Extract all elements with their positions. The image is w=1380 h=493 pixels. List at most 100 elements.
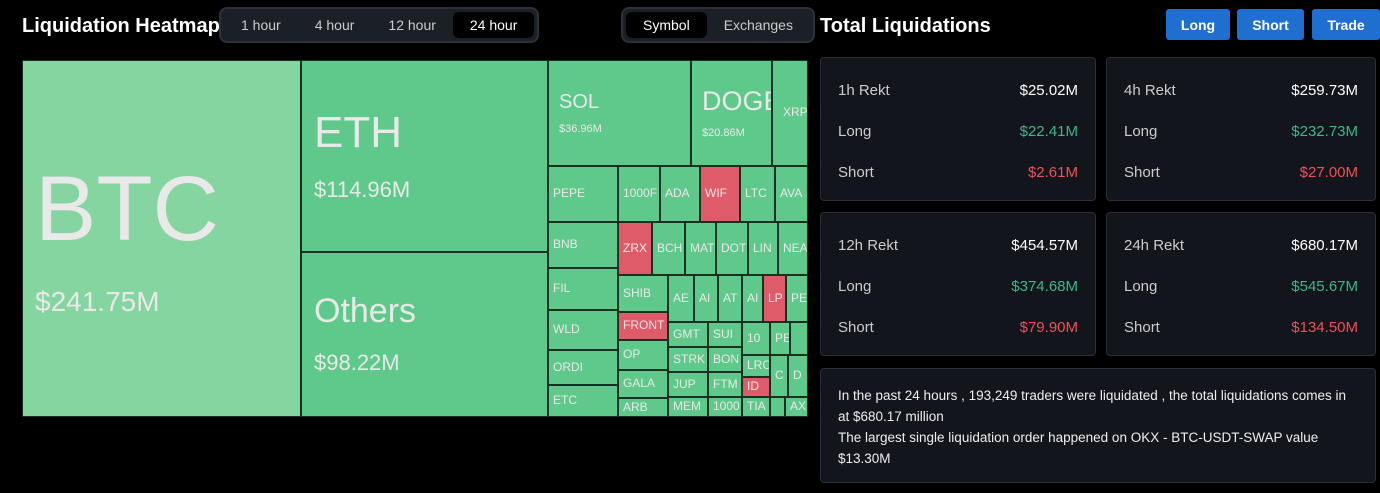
cell-label: GMT <box>673 326 700 341</box>
summary-line: The largest single liquidation order hap… <box>838 430 1319 466</box>
view-tab[interactable]: Exchanges <box>723 17 793 33</box>
treemap-cell[interactable] <box>770 397 785 417</box>
action-button[interactable]: Long <box>1166 9 1230 40</box>
treemap-cell[interactable]: ZRX <box>618 222 652 275</box>
treemap-cell[interactable]: FIL <box>548 268 618 310</box>
treemap-cell[interactable]: SUI <box>708 322 742 347</box>
stat-label: Short <box>1124 319 1160 336</box>
treemap-cell[interactable]: XRP <box>772 60 808 166</box>
treemap-cell[interactable]: LTC <box>740 166 775 222</box>
treemap-cell[interactable]: D <box>788 355 808 397</box>
cell-label: BNB <box>553 237 578 252</box>
treemap-cell[interactable]: BNB <box>548 222 618 268</box>
treemap-cell[interactable]: Others $98.22M <box>301 252 548 417</box>
stat-value: $134.50M <box>1291 319 1358 336</box>
stat-label: Short <box>1124 164 1160 181</box>
cell-label: ZRX <box>623 240 647 255</box>
treemap-cell[interactable]: BCH <box>652 222 685 275</box>
treemap-cell[interactable]: ARB <box>618 398 668 417</box>
cell-value: $20.86M <box>702 126 745 139</box>
panel-title: Total Liquidations <box>820 15 991 37</box>
treemap-cell[interactable]: AI <box>742 275 763 322</box>
stat-value: $79.90M <box>1019 319 1078 336</box>
treemap-cell[interactable]: TIA <box>742 397 770 417</box>
time-tab[interactable]: 4 hour <box>314 17 355 33</box>
treemap-cell[interactable]: MAT <box>685 222 716 275</box>
action-button[interactable]: Trade <box>1312 9 1380 40</box>
time-tab[interactable]: 12 hour <box>388 17 436 33</box>
treemap-cell[interactable]: BTC $241.75M <box>22 60 301 417</box>
treemap-cell[interactable]: AI <box>694 275 718 322</box>
cell-label: LIN <box>753 240 772 255</box>
treemap-cell[interactable]: LRC <box>742 355 770 377</box>
cell-label: AI <box>699 290 711 305</box>
treemap-cell[interactable]: PEPE <box>548 166 618 222</box>
cell-label: ID <box>747 379 759 394</box>
treemap-cell[interactable]: FTM <box>708 372 742 397</box>
cell-label: SUI <box>713 326 734 341</box>
cell-value: $241.75M <box>35 285 160 317</box>
stat-value: $232.73M <box>1291 123 1358 140</box>
treemap-cell[interactable]: NEA <box>778 222 808 275</box>
action-button[interactable]: Short <box>1237 9 1304 40</box>
treemap-cell[interactable]: ADA <box>660 166 700 222</box>
stat-value: $680.17M <box>1291 237 1358 254</box>
cell-label: ARB <box>623 399 648 414</box>
stat-row: Long $545.67M <box>1124 278 1358 295</box>
treemap-cell[interactable]: SOL $36.96M <box>548 60 691 166</box>
stat-row: Short $2.61M <box>838 164 1078 181</box>
treemap-cell[interactable]: GALA <box>618 370 668 398</box>
treemap-cell[interactable]: OP <box>618 340 668 370</box>
treemap-cell[interactable]: AE <box>668 275 694 322</box>
treemap-cell[interactable]: STRK <box>668 347 708 372</box>
stat-label: Short <box>838 319 874 336</box>
treemap-cell[interactable]: AVA <box>775 166 808 222</box>
cell-value: $36.96M <box>559 122 602 135</box>
treemap-cell[interactable]: DOT <box>716 222 748 275</box>
stat-row: Short $27.00M <box>1124 164 1358 181</box>
treemap-cell[interactable]: LP <box>763 275 786 322</box>
treemap-cell[interactable]: MEM <box>668 397 708 417</box>
cell-label: TIA <box>747 399 766 414</box>
treemap-cell[interactable]: WIF <box>700 166 740 222</box>
cell-label: PE <box>791 290 808 305</box>
stat-value: $259.73M <box>1291 82 1358 99</box>
treemap-cell[interactable]: GMT <box>668 322 708 347</box>
cell-label: STRK <box>673 351 706 366</box>
treemap-cell[interactable]: BON <box>708 347 742 372</box>
stat-label: 12h Rekt <box>838 237 899 254</box>
cell-value: $114.96M <box>314 177 411 203</box>
treemap-cell[interactable]: PE <box>770 322 790 355</box>
stat-card: 4h Rekt $259.73M Long $232.73M Short $27.00M <box>1106 57 1376 201</box>
treemap-cell[interactable]: ORDI <box>548 350 618 385</box>
treemap-cell[interactable]: SHIB <box>618 275 668 312</box>
view-tabs: Symbol Exchanges <box>621 7 815 43</box>
treemap-cell[interactable]: AXS <box>785 397 808 417</box>
treemap-cell[interactable]: ETH $114.96M <box>301 60 548 252</box>
treemap-cell[interactable]: 1000 <box>708 397 742 417</box>
treemap-cell[interactable]: ETC <box>548 385 618 417</box>
treemap-cell[interactable] <box>790 322 808 355</box>
cell-label: BCH <box>657 240 683 255</box>
treemap-cell[interactable]: 10 <box>742 322 770 355</box>
cell-label: AVA <box>780 186 803 201</box>
treemap-cell[interactable]: FRONT <box>618 312 668 340</box>
stat-row: 12h Rekt $454.57M <box>838 237 1078 254</box>
treemap-cell[interactable]: AT <box>718 275 742 322</box>
time-tab[interactable]: 24 hour <box>452 12 535 38</box>
stat-card: 12h Rekt $454.57M Long $374.68M Short $79.90M <box>820 212 1096 356</box>
treemap-cell[interactable]: LIN <box>748 222 778 275</box>
treemap-cell[interactable]: JUP <box>668 372 708 397</box>
treemap-cell[interactable]: 1000F <box>618 166 660 222</box>
treemap-cell[interactable]: PE <box>786 275 808 322</box>
cell-label: BON <box>713 351 740 366</box>
cell-label: NEA <box>783 240 808 255</box>
cell-label: 1000 <box>713 399 740 414</box>
treemap-cell[interactable]: WLD <box>548 310 618 350</box>
treemap-cell[interactable]: C <box>770 355 788 397</box>
view-tab[interactable]: Symbol <box>626 12 707 38</box>
cell-label: ADA <box>665 186 690 201</box>
time-tab[interactable]: 1 hour <box>241 17 281 33</box>
treemap-cell[interactable]: DOGE $20.86M <box>691 60 772 166</box>
treemap-cell[interactable]: ID <box>742 377 770 397</box>
